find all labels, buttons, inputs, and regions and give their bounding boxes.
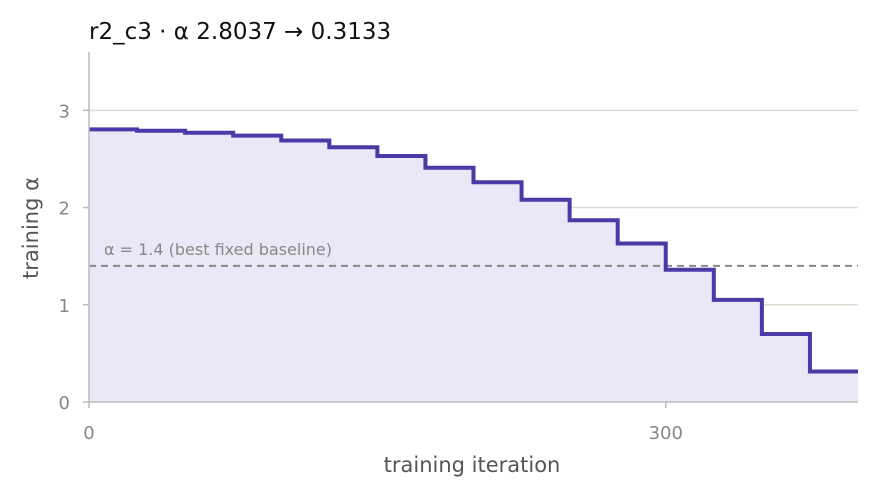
- x-ticks: 0 300: [83, 402, 683, 444]
- chart-title: r2_c3 · α 2.8037 → 0.3133: [89, 19, 391, 45]
- x-axis-label: training iteration: [384, 453, 561, 477]
- x-tick-label: 0: [83, 423, 94, 444]
- y-axis-label: training α: [19, 177, 43, 279]
- y-tick-label: 1: [59, 296, 70, 317]
- y-tick-label: 3: [59, 101, 70, 122]
- series-line: [89, 127, 858, 374]
- y-ticks: 0 1 2 3: [59, 101, 89, 414]
- y-tick-label: 0: [59, 393, 70, 414]
- y-tick-label: 2: [59, 199, 70, 220]
- x-tick-label: 300: [649, 423, 683, 444]
- baseline-label: α = 1.4 (best fixed baseline): [104, 240, 332, 259]
